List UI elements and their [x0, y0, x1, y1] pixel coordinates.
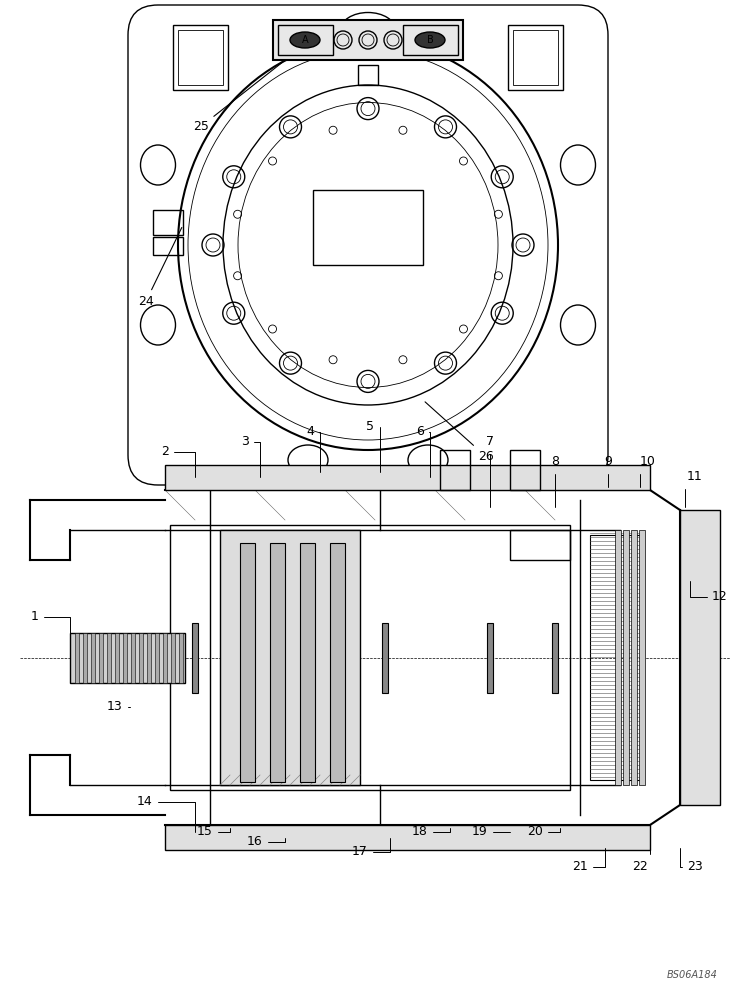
Text: 2: 2 — [161, 445, 195, 477]
Text: 4: 4 — [306, 425, 320, 472]
Bar — [680, 510, 720, 805]
Ellipse shape — [290, 32, 320, 48]
Text: 6: 6 — [416, 425, 430, 477]
Bar — [270, 543, 285, 782]
FancyBboxPatch shape — [128, 5, 608, 485]
Bar — [623, 530, 629, 785]
Text: 22: 22 — [632, 848, 650, 873]
Bar — [147, 633, 151, 683]
Bar — [615, 530, 621, 785]
Bar — [91, 633, 95, 683]
Bar — [115, 633, 119, 683]
Bar — [153, 237, 183, 255]
Text: 23: 23 — [680, 848, 703, 873]
Text: 27: 27 — [470, 465, 486, 478]
Bar — [300, 543, 315, 782]
Bar — [153, 210, 183, 235]
Bar — [440, 450, 470, 490]
Bar — [165, 825, 650, 850]
Bar — [75, 633, 79, 683]
Bar — [83, 633, 87, 683]
Bar — [131, 633, 135, 683]
Text: B: B — [427, 35, 434, 45]
Text: 16: 16 — [247, 835, 285, 848]
Bar — [155, 633, 159, 683]
Bar — [403, 25, 458, 55]
Bar — [631, 530, 637, 785]
Bar — [173, 25, 228, 90]
Text: 19: 19 — [472, 825, 510, 838]
Bar — [510, 530, 570, 560]
Bar — [508, 25, 563, 90]
Bar — [179, 633, 183, 683]
Text: 24: 24 — [138, 228, 182, 308]
Bar — [165, 465, 650, 490]
Bar — [163, 633, 167, 683]
Bar — [510, 450, 540, 490]
Text: 8: 8 — [551, 455, 559, 507]
Bar — [273, 20, 463, 60]
Text: 5: 5 — [366, 420, 380, 472]
Bar — [70, 633, 185, 683]
Text: 14: 14 — [137, 795, 195, 832]
Text: 21: 21 — [572, 848, 605, 873]
Text: 9: 9 — [604, 455, 612, 487]
Text: 11: 11 — [685, 470, 703, 507]
Bar — [552, 623, 558, 693]
Bar — [278, 25, 333, 55]
Text: 12: 12 — [690, 581, 728, 603]
Bar — [107, 633, 111, 683]
Bar — [313, 190, 423, 265]
Bar — [192, 623, 198, 693]
Bar — [487, 623, 493, 693]
Bar — [139, 633, 143, 683]
Bar — [170, 525, 570, 790]
Bar — [178, 30, 223, 85]
Ellipse shape — [415, 32, 445, 48]
Bar — [220, 530, 360, 785]
Text: 1: 1 — [31, 610, 70, 655]
Text: 25: 25 — [193, 52, 296, 133]
Bar — [590, 535, 640, 780]
Text: 18: 18 — [412, 825, 450, 838]
Text: A: A — [302, 35, 308, 45]
Bar — [382, 623, 388, 693]
Bar — [99, 633, 103, 683]
Text: 20: 20 — [527, 825, 560, 838]
Text: BS06A184: BS06A184 — [667, 970, 718, 980]
Text: 3: 3 — [241, 435, 260, 477]
Text: 26: 26 — [425, 402, 494, 463]
Text: 17: 17 — [352, 838, 390, 858]
Text: 15: 15 — [197, 825, 230, 838]
Bar — [330, 543, 345, 782]
Bar — [240, 543, 255, 782]
Bar — [639, 530, 645, 785]
Bar — [358, 65, 378, 85]
Text: 7: 7 — [486, 435, 494, 507]
Text: 13: 13 — [107, 700, 130, 713]
Bar — [171, 633, 175, 683]
Bar — [513, 30, 558, 85]
Bar — [123, 633, 127, 683]
Text: 10: 10 — [640, 455, 656, 487]
